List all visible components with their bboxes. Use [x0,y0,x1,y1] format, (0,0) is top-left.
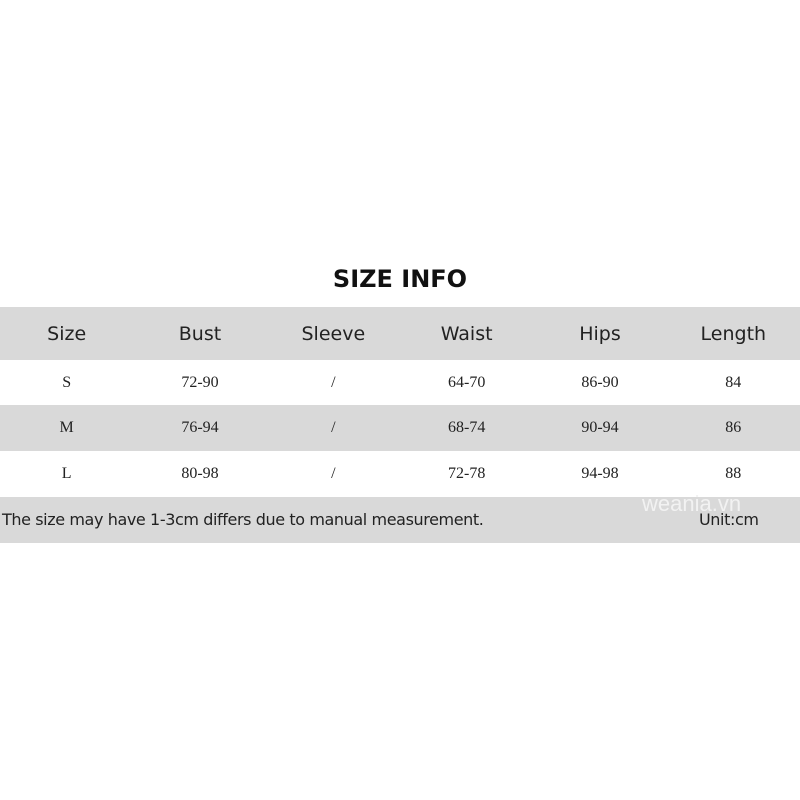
table-header: Size Bust Sleeve Waist Hips Length [0,307,800,360]
header-size: Size [47,322,87,345]
header-hips: Hips [579,322,621,345]
cell-bust: 72-90 [181,373,219,391]
cell-sleeve: / [331,419,336,436]
cell-waist: 72-78 [447,465,486,482]
table-row: L 80-98 / 72-78 94-98 88 [0,451,800,497]
cell-size: L [61,465,72,482]
header-sleeve: Sleeve [301,322,366,345]
cell-sleeve: / [331,465,336,482]
header-bust: Bust [178,322,222,345]
cell-hips: 90-94 [581,419,619,436]
table-row: S 72-90 / 64-70 86-90 84 [0,360,800,405]
header-waist: Waist [440,322,493,345]
measurement-note: The size may have 1-3cm differs due to m… [2,510,484,529]
page-title: SIZE INFO [332,265,468,293]
cell-waist: 68-74 [447,419,486,436]
watermark: weania.vn [642,491,742,516]
cell-bust: 80-98 [181,465,219,482]
table-row: M 76-94 / 68-74 90-94 86 [0,405,800,451]
cell-hips: 86-90 [581,373,619,391]
cell-length: 88 [725,465,742,482]
unit-label: Unit:cm [699,510,759,529]
cell-size: S [62,373,72,391]
footnote-band: weania.vn The size may have 1-3cm differ… [0,491,800,543]
header-length: Length [700,322,767,345]
cell-size: M [59,419,74,436]
cell-hips: 94-98 [581,465,619,482]
cell-length: 86 [725,419,742,436]
cell-sleeve: / [331,373,336,391]
cell-length: 84 [725,373,742,391]
cell-waist: 64-70 [447,373,486,391]
cell-bust: 76-94 [181,419,219,436]
